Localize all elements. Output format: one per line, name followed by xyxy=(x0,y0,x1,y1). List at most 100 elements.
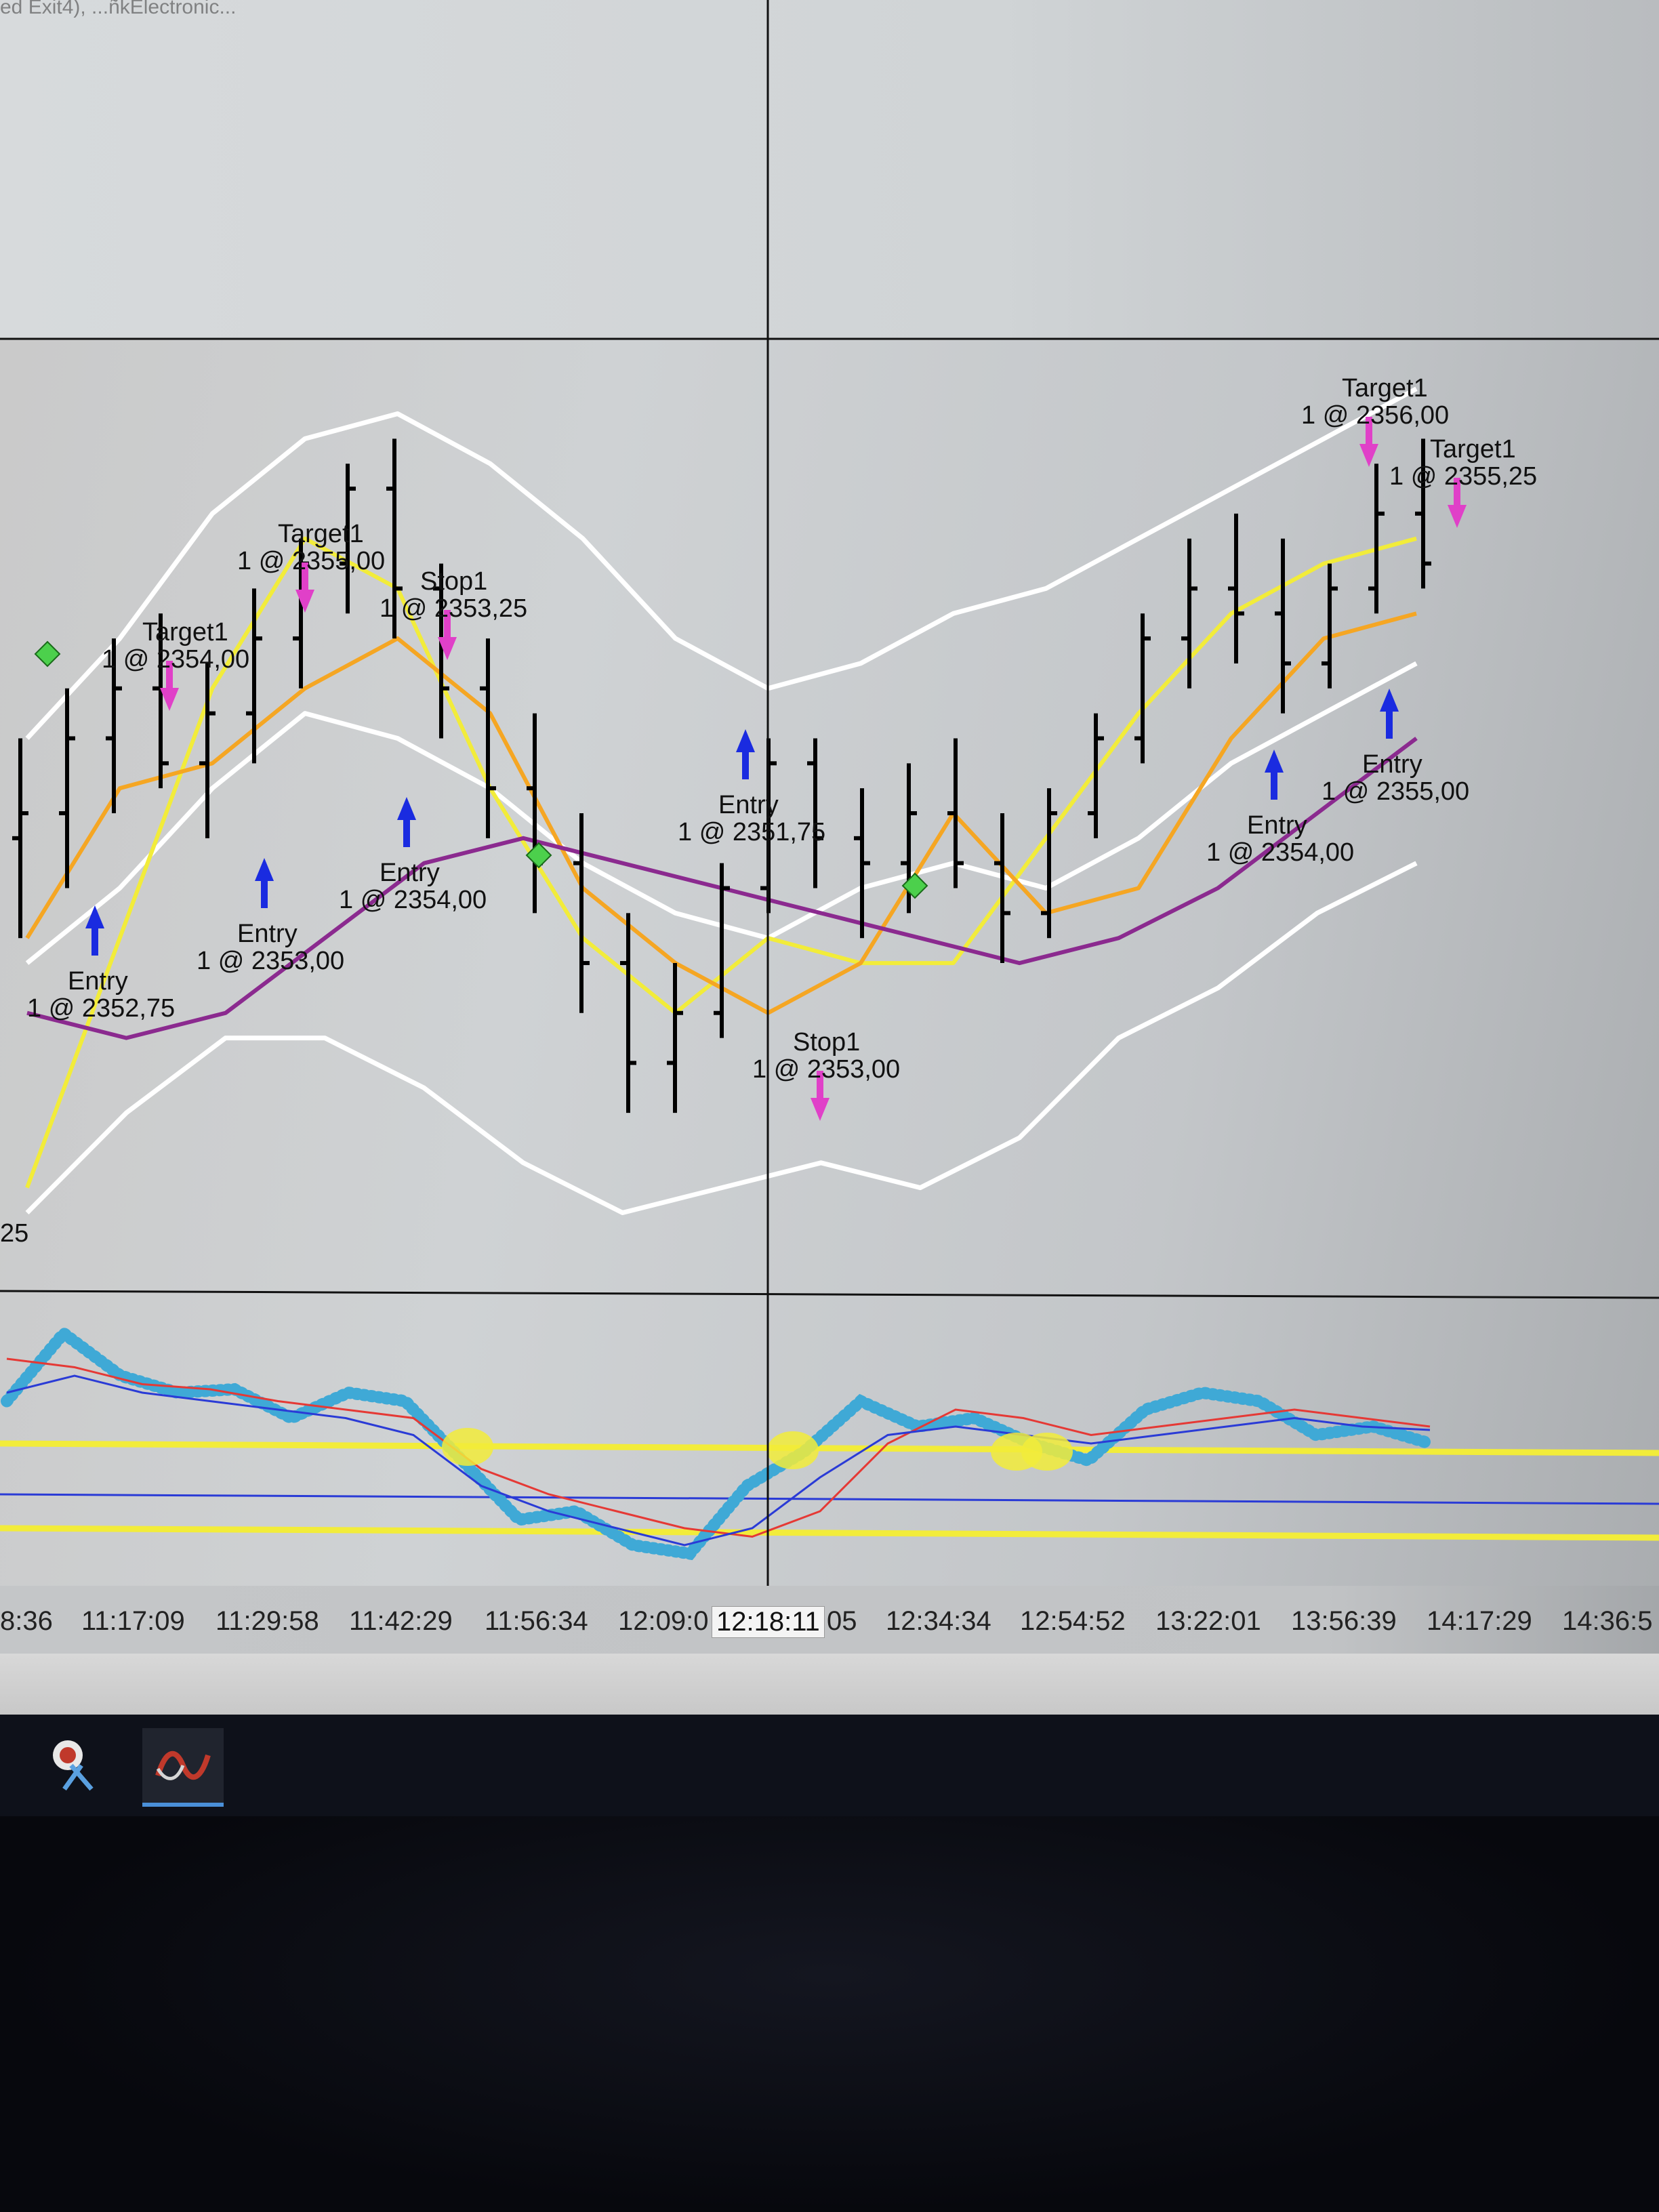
trade-markers xyxy=(34,417,1467,1121)
price-bar xyxy=(246,588,262,764)
price-bar xyxy=(1275,538,1291,714)
trade-detail-entry: 1 @ 2351,75 xyxy=(678,818,825,846)
signal-diamond-icon xyxy=(525,842,552,869)
price-bar xyxy=(340,464,356,614)
price-bar xyxy=(807,738,823,888)
time-tick-label: 14:17:29 xyxy=(1427,1606,1532,1636)
taskbar xyxy=(0,1715,1659,1816)
oscillator-series-2 xyxy=(6,1374,1431,1547)
price-bars xyxy=(12,438,1431,1113)
trade-label-entry: Entry xyxy=(1247,811,1307,840)
signal-diamond-icon xyxy=(901,872,928,899)
trade-detail-entry: 1 @ 2355,00 xyxy=(1322,777,1469,806)
time-tick-label: 11:42:29 xyxy=(349,1606,453,1636)
target-arrow-icon xyxy=(160,688,179,711)
price-bar xyxy=(152,613,169,789)
price-bar xyxy=(527,713,543,914)
oscillator-series-1 xyxy=(6,1357,1431,1538)
trade-label-target: Target1 xyxy=(1430,435,1516,464)
upper-chart-panel: ed Exit4), ...ñkElectronic... xyxy=(0,0,1659,339)
scissors-icon xyxy=(53,1740,94,1791)
price-bar xyxy=(667,963,683,1113)
price-bar xyxy=(1088,713,1104,838)
oscillator-series-dotted xyxy=(1,1325,1436,1561)
trade-label-entry: Entry xyxy=(380,859,440,887)
window-title: ed Exit4), ...ñkElectronic... xyxy=(0,0,237,18)
trade-label-entry: Entry xyxy=(1362,750,1422,779)
price-bar xyxy=(199,663,216,838)
price-bar xyxy=(1228,513,1244,663)
target-arrow-icon xyxy=(1448,505,1467,528)
time-axis: 8:36 11:17:09 11:29:58 11:42:29 11:56:34 12:0… xyxy=(0,1586,1659,1654)
screenshot-tool-icon[interactable] xyxy=(34,1728,115,1803)
stop-arrow-shaft xyxy=(444,610,451,637)
price-bar xyxy=(573,813,590,1013)
stop-arrow-shaft xyxy=(817,1071,823,1098)
trading-app-icon[interactable] xyxy=(142,1728,224,1807)
entry-arrow-shaft xyxy=(742,752,749,779)
trade-detail-stop: 1 @ 2353,25 xyxy=(380,594,527,623)
crossover-highlight xyxy=(442,1428,493,1466)
trade-label-target: Target1 xyxy=(142,618,228,647)
price-bar xyxy=(480,638,496,838)
entry-arrow-shaft xyxy=(1271,773,1277,800)
entry-arrow-shaft xyxy=(261,881,268,908)
price-bar xyxy=(994,813,1010,964)
trade-label-entry: Entry xyxy=(68,967,128,996)
trade-detail-stop: 1 @ 2353,00 xyxy=(752,1055,900,1084)
price-bar xyxy=(433,563,449,739)
time-tick-label: 05 xyxy=(827,1606,857,1636)
price-bar xyxy=(1134,613,1151,764)
target-arrow-icon xyxy=(295,590,314,613)
monitor-screen: ed Exit4), ...ñkElectronic... Entry 1 @ 2… xyxy=(0,0,1659,1715)
price-bar xyxy=(59,688,75,888)
time-tick-label: 11:17:09 xyxy=(81,1606,185,1636)
trade-detail-target: 1 @ 2354,00 xyxy=(102,645,249,674)
desk-background xyxy=(0,1816,1659,2212)
price-bar xyxy=(386,438,403,639)
price-bar xyxy=(854,788,870,939)
entry-arrow-icon xyxy=(255,858,274,881)
app-logo-icon xyxy=(155,1750,211,1780)
trade-label-stop: Stop1 xyxy=(420,567,487,596)
time-tick-label: 12:54:52 xyxy=(1020,1606,1126,1636)
price-bar xyxy=(1415,438,1431,589)
oscillator-panel xyxy=(0,1325,1659,1561)
crossover-highlight xyxy=(767,1431,819,1469)
price-bar xyxy=(1041,788,1057,939)
target-arrow-shaft xyxy=(1454,478,1460,505)
entry-arrow-icon xyxy=(736,729,755,752)
entry-arrow-shaft xyxy=(91,928,98,956)
signal-diamond-icon xyxy=(34,640,61,668)
price-bar xyxy=(947,738,964,888)
price-bar xyxy=(12,738,28,939)
target-arrow-shaft xyxy=(1366,417,1372,444)
panel-divider-bottom xyxy=(0,1290,1659,1299)
panel-dividers xyxy=(0,337,1659,1299)
time-tick-label: 12:09:0 xyxy=(618,1606,709,1636)
trade-detail-target: 1 @ 2355,25 xyxy=(1389,462,1537,491)
trade-detail-target: 1 @ 2355,00 xyxy=(237,547,385,575)
entry-arrow-icon xyxy=(85,905,104,928)
entry-arrow-shaft xyxy=(1386,712,1393,739)
screen-bottom-bezel xyxy=(0,1654,1659,1715)
trade-label-entry: Entry xyxy=(718,791,779,819)
trade-detail-entry: 1 @ 2353,00 xyxy=(197,947,344,975)
reference-level-line xyxy=(0,1440,1659,1456)
price-bar xyxy=(1368,464,1385,614)
price-bar xyxy=(1181,538,1197,689)
entry-arrow-shaft xyxy=(403,820,410,847)
stop-arrow-icon xyxy=(811,1098,830,1121)
trade-detail-entry: 1 @ 2354,00 xyxy=(339,886,487,914)
price-bar xyxy=(714,863,730,1038)
time-tick-label: 11:56:34 xyxy=(485,1606,588,1636)
time-tick-label: 12:34:34 xyxy=(886,1606,991,1636)
trade-label-stop: Stop1 xyxy=(793,1028,860,1057)
entry-arrow-icon xyxy=(1380,689,1399,712)
crosshair-time-label: 12:18:11 xyxy=(712,1606,825,1638)
target-arrow-shaft xyxy=(302,562,308,590)
time-tick-label: 14:36:5 xyxy=(1562,1606,1653,1636)
trade-detail-target: 1 @ 2356,00 xyxy=(1301,401,1449,430)
